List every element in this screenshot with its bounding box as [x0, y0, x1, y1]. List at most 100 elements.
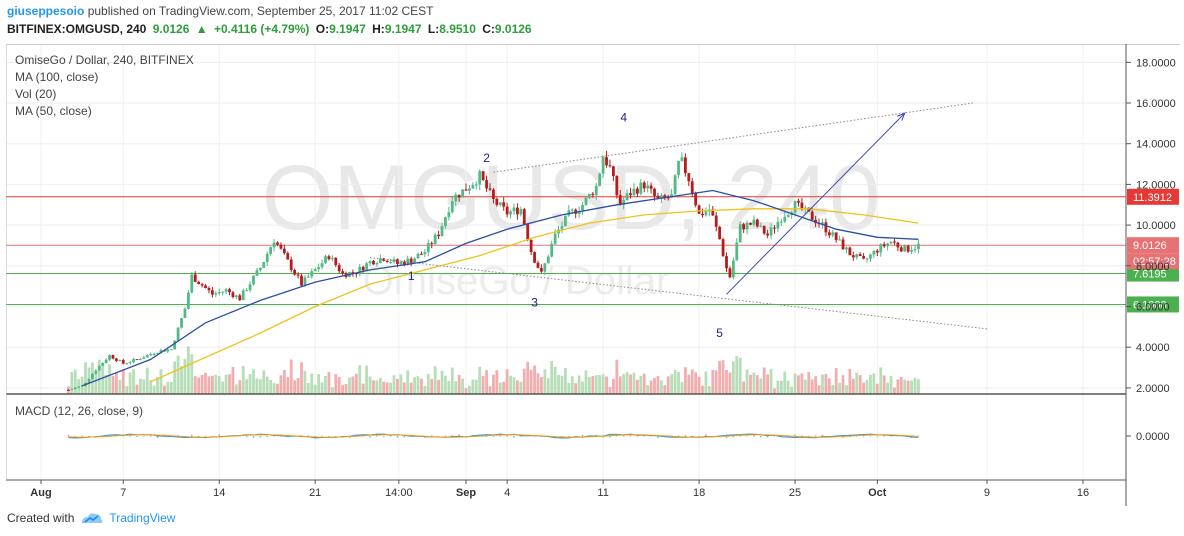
candle-body[interactable]	[488, 188, 492, 190]
candle-body[interactable]	[738, 224, 742, 243]
candle-body[interactable]	[718, 226, 722, 240]
candle-body[interactable]	[276, 242, 279, 245]
candle-body[interactable]	[516, 207, 519, 215]
candle-body[interactable]	[821, 222, 824, 224]
price-chart[interactable]: OMGUSD, 240 OmiseGo / Dollar 11.3912 9.01…	[5, 43, 1180, 506]
candle-body[interactable]	[444, 217, 447, 227]
candle-body[interactable]	[447, 212, 451, 218]
candle-body[interactable]	[495, 198, 499, 205]
candle-body[interactable]	[659, 195, 663, 199]
candle-body[interactable]	[553, 233, 557, 244]
candle-body[interactable]	[111, 354, 115, 359]
candle-body[interactable]	[180, 318, 183, 328]
candle-body[interactable]	[409, 258, 413, 263]
candle-body[interactable]	[886, 243, 889, 247]
candle-body[interactable]	[330, 257, 334, 260]
candle-body[interactable]	[245, 290, 249, 292]
candle-body[interactable]	[214, 293, 218, 295]
candle-body[interactable]	[601, 157, 605, 174]
candle-body[interactable]	[471, 185, 475, 189]
tradingview-brand[interactable]: TradingView	[109, 511, 176, 525]
candle-body[interactable]	[385, 260, 389, 263]
candle-body[interactable]	[913, 248, 917, 251]
candle-body[interactable]	[159, 350, 163, 353]
candle-body[interactable]	[869, 254, 872, 259]
candle-body[interactable]	[334, 257, 338, 266]
candle-body[interactable]	[862, 256, 865, 259]
candle-body[interactable]	[248, 284, 252, 291]
candle-body[interactable]	[207, 288, 211, 291]
candle-body[interactable]	[721, 239, 725, 257]
candle-body[interactable]	[173, 340, 177, 350]
time-axis[interactable]: Aug 7 14 21 14:00 Sep 4 11 18 25 Oct 9 16	[30, 480, 1089, 499]
candle-body[interactable]	[234, 295, 238, 297]
candle-body[interactable]	[317, 267, 321, 270]
candle-body[interactable]	[591, 193, 595, 196]
horizontal-levels[interactable]: 11.3912 9.0126 7.6195 6.1000 02:57:28	[6, 188, 1179, 313]
candle-body[interactable]	[529, 239, 533, 253]
candle-body[interactable]	[605, 157, 608, 166]
candle-body[interactable]	[731, 260, 735, 278]
candle-body[interactable]	[327, 256, 331, 260]
candle-body[interactable]	[272, 242, 276, 248]
candle-body[interactable]	[300, 275, 303, 286]
candle-body[interactable]	[238, 295, 242, 301]
candle-body[interactable]	[231, 292, 235, 297]
candle-body[interactable]	[581, 205, 584, 212]
candle-body[interactable]	[77, 386, 81, 388]
candle-body[interactable]	[413, 258, 416, 263]
candle-body[interactable]	[704, 211, 708, 216]
candle-body[interactable]	[468, 188, 471, 191]
candle-body[interactable]	[361, 266, 365, 271]
candle-body[interactable]	[577, 211, 581, 214]
candle-body[interactable]	[324, 256, 327, 264]
candle-body[interactable]	[841, 239, 845, 250]
candle-body[interactable]	[457, 194, 461, 198]
candle-body[interactable]	[622, 200, 626, 205]
candle-body[interactable]	[241, 290, 245, 301]
macd-pane[interactable]: 0.0000	[67, 431, 1170, 443]
candle-body[interactable]	[567, 210, 571, 216]
candle-body[interactable]	[896, 242, 900, 248]
candle-body[interactable]	[430, 243, 434, 245]
candle-body[interactable]	[635, 188, 639, 194]
candle-body[interactable]	[440, 226, 444, 237]
candle-body[interactable]	[437, 234, 440, 237]
candle-body[interactable]	[666, 197, 670, 199]
candle-body[interactable]	[522, 209, 526, 225]
candle-body[interactable]	[104, 359, 108, 363]
candle-body[interactable]	[505, 206, 509, 215]
candle-body[interactable]	[378, 258, 382, 264]
candle-body[interactable]	[186, 292, 190, 309]
candle-body[interactable]	[680, 157, 684, 161]
candle-body[interactable]	[697, 205, 701, 214]
candle-body[interactable]	[858, 254, 862, 257]
candle-body[interactable]	[625, 193, 629, 201]
candle-body[interactable]	[889, 241, 893, 244]
candle-body[interactable]	[396, 259, 399, 265]
candle-body[interactable]	[502, 202, 506, 207]
drawings[interactable]: 1 2 3 4 5	[369, 102, 988, 340]
candle-body[interactable]	[392, 259, 396, 263]
candle-body[interactable]	[536, 262, 540, 268]
candles[interactable]	[67, 150, 920, 391]
signal-line[interactable]	[68, 434, 919, 438]
candle-body[interactable]	[306, 276, 310, 278]
candle-body[interactable]	[838, 239, 842, 241]
candle-body[interactable]	[632, 188, 636, 195]
candle-body[interactable]	[762, 225, 766, 234]
candle-body[interactable]	[193, 274, 197, 282]
candle-body[interactable]	[786, 215, 790, 217]
candle-body[interactable]	[752, 219, 756, 225]
candle-body[interactable]	[533, 252, 536, 263]
candle-body[interactable]	[851, 255, 855, 258]
candle-body[interactable]	[279, 244, 283, 249]
candle-body[interactable]	[125, 363, 129, 365]
candle-body[interactable]	[101, 362, 105, 366]
candle-body[interactable]	[67, 389, 70, 391]
candle-body[interactable]	[108, 354, 111, 360]
candle-body[interactable]	[399, 261, 403, 265]
candle-body[interactable]	[481, 171, 485, 181]
candle-body[interactable]	[368, 261, 372, 264]
candle-body[interactable]	[783, 216, 787, 222]
